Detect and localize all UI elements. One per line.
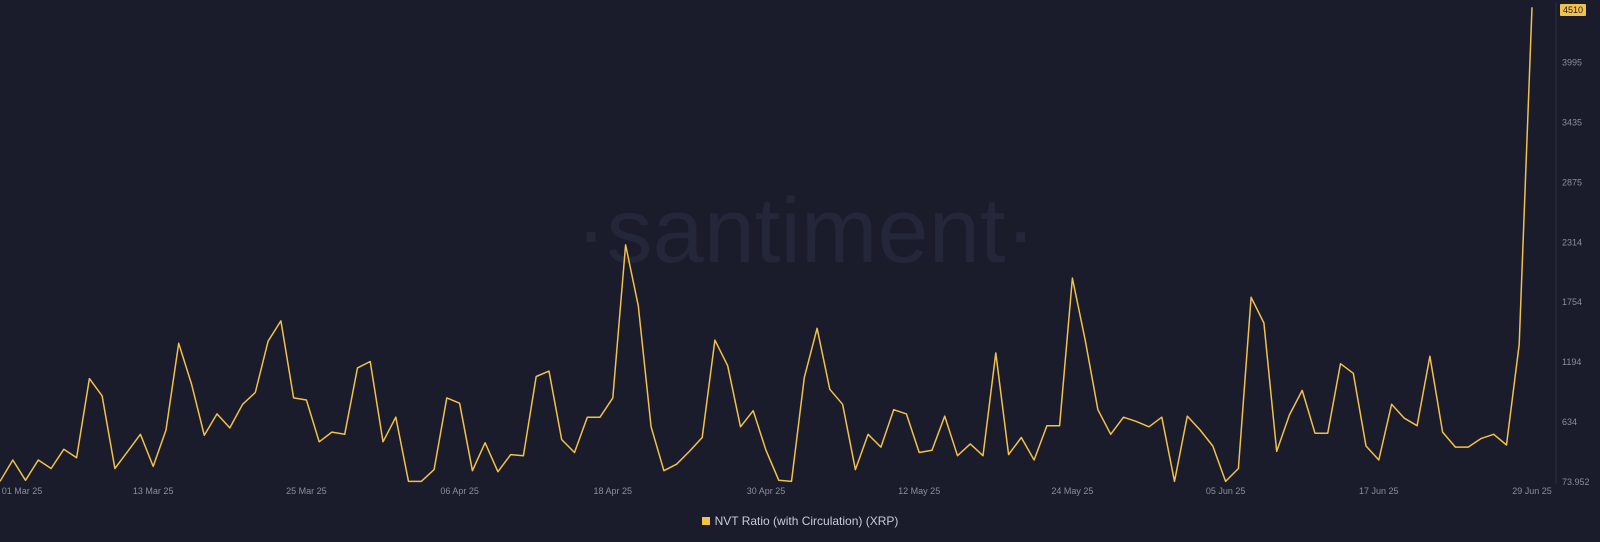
y-tick-label: 2875: [1562, 177, 1582, 187]
max-value-badge: 4510: [1560, 4, 1587, 16]
series-line-nvt: [0, 7, 1533, 483]
legend-swatch: [701, 517, 710, 525]
x-tick-label: 17 Jun 25: [1359, 486, 1399, 496]
y-tick-label: 1194: [1562, 357, 1581, 367]
x-tick-label: 06 Apr 25: [440, 486, 479, 496]
x-tick-label: 18 Apr 25: [594, 486, 633, 496]
x-axis: 01 Mar 25 13 Mar 25 25 Mar 25 06 Apr 25 18 A…: [2, 486, 1552, 496]
x-tick-label: 29 Jun 25: [1512, 486, 1552, 496]
x-tick-label: 05 Jun 25: [1206, 486, 1246, 496]
x-tick-label: 24 May 25: [1051, 486, 1093, 496]
y-tick-label: 3995: [1562, 58, 1582, 68]
x-tick-label: 12 May 25: [898, 486, 940, 496]
legend[interactable]: NVT Ratio (with Circulation) (XRP): [0, 514, 1600, 528]
x-tick-label: 25 Mar 25: [286, 486, 327, 496]
x-tick-label: 13 Mar 25: [133, 486, 174, 496]
y-tick-label: 3435: [1562, 117, 1582, 127]
x-tick-label: 30 Apr 25: [747, 486, 786, 496]
y-tick-label: 634: [1562, 417, 1577, 427]
y-tick-label: 2314: [1562, 237, 1582, 247]
watermark: ·santiment·: [576, 180, 1036, 282]
y-tick-label: 1754: [1562, 297, 1582, 307]
y-tick-label: 73.952: [1562, 477, 1590, 487]
x-tick-label: 01 Mar 25: [2, 486, 43, 496]
y-axis: 73.952 634 1194 1754 2314 2875 3435 3995: [1562, 58, 1590, 488]
legend-label: NVT Ratio (with Circulation) (XRP): [714, 514, 899, 528]
